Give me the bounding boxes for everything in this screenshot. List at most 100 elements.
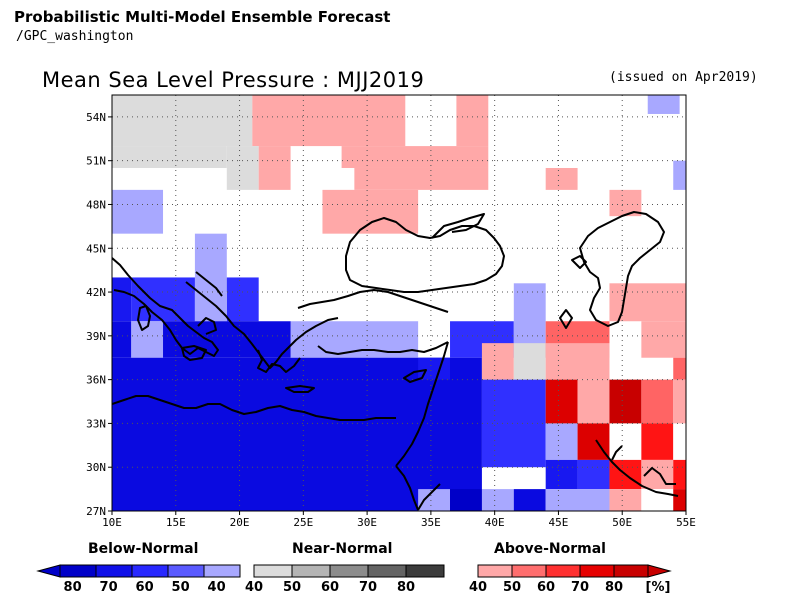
probability-cells [112,95,686,511]
coastline-turkey-south [317,341,449,355]
legend-label: 40 [208,580,226,595]
lat-label: 27N [86,505,106,518]
coastline-crete [285,385,315,393]
legend-label: 60 [537,580,555,595]
coastline-levant [395,341,449,467]
lat-label: 54N [86,111,106,124]
coastline-sicily [181,345,207,361]
legend-swatch [477,564,513,578]
forecast-cell [481,379,546,468]
forecast-cell [341,146,489,168]
legend-label: 70 [571,580,589,595]
legend-colorbar [36,564,672,578]
coastline-italy-balkans [112,257,219,357]
legend-label: 80 [605,580,623,595]
lat-label: 51N [86,155,106,168]
forecast-cell [481,343,514,380]
legend-label: 80 [397,580,415,595]
forecast-cell [112,277,132,322]
lat-label: 39N [86,330,106,343]
legend-swatch [167,564,205,578]
forecast-cell [545,167,578,190]
lon-label: 45E [549,516,569,529]
forecast-cell [545,459,578,490]
forecast-cell [456,95,489,147]
legend-swatch [405,564,445,578]
forecast-cell [609,379,642,424]
forecast-cell [194,292,227,322]
coastline-north-africa [112,395,396,421]
issued-date: (issued on Apr2019) [609,70,758,85]
legend-label: 80 [64,580,82,595]
lon-label: 20E [230,516,250,529]
legend-swatch [203,564,241,578]
forecast-cell [481,489,514,511]
legend-unit: [%] [646,580,671,595]
coastline-gulf-north [611,445,623,461]
forecast-cell [252,95,406,147]
forecast-cell [647,95,680,114]
legend-swatch [545,564,581,578]
legend-label: 60 [321,580,339,595]
forecast-cell [112,146,227,168]
legend-swatch [613,564,649,578]
lon-label: 55E [676,516,696,529]
forecast-cell [226,146,259,168]
map-title: Mean Sea Level Pressure : MJJ2019 [42,68,425,92]
legend-swatch [329,564,369,578]
legend-label: 40 [469,580,487,595]
forecast-cell [673,423,686,460]
legend-label: 70 [359,580,377,595]
forecast-source: /GPC_washington [16,29,134,44]
coastline-aegean-turkey [297,289,449,313]
coastline-persian-gulf [595,439,679,497]
coastline-italy-heel [197,317,217,335]
forecast-cell [112,357,482,511]
legend-label: 50 [172,580,190,595]
forecast-cell [226,167,259,190]
lon-label: 40E [485,516,505,529]
legend-swatch [59,564,97,578]
lon-label: 25E [293,516,313,529]
forecast-cell [354,167,489,190]
forecast-cell [641,321,686,358]
forecast-cell [418,489,451,511]
lat-label: 30N [86,461,106,474]
forecast-cell [131,277,195,322]
forecast-cell [609,283,686,322]
forecast-cell [673,357,686,380]
longitude-labels: 10E 15E 20E 25E 30E 35E 40E 45E 50E 55E [102,516,696,529]
forecast-cell [577,423,610,460]
lon-label: 50E [612,516,632,529]
lat-label: 48N [86,198,106,211]
forecast-cell [545,343,610,380]
coastline-lake-sevan [571,255,587,269]
forecast-cell [194,233,227,293]
legend-swatch [131,564,169,578]
forecast-cell [673,489,686,511]
legend-label: 50 [283,580,301,595]
forecast-title: Probabilistic Multi-Model Ensemble Forec… [14,8,391,26]
legend-swatch [253,564,293,578]
coastline-red-sea [417,483,441,511]
legend-swatch [367,564,407,578]
legend-below-title: Below-Normal [88,541,199,557]
legend-swatch [579,564,615,578]
legend-label: 40 [245,580,263,595]
forecast-cell [112,95,253,147]
latitude-labels: 54N 51N 48N 45N 42N 39N 36N 33N 30N 27N [86,111,106,518]
coastlines [112,211,679,511]
forecast-cell [545,489,610,511]
legend-swatch [95,564,133,578]
lon-label: 30E [357,516,377,529]
forecast-cell [112,321,132,358]
forecast-cell [641,489,674,511]
forecast-cell [673,379,686,424]
coastline-sinai-egypt [395,465,419,511]
legend-arrow-left [36,564,61,578]
forecast-cell [513,489,546,511]
coastline-greece [257,349,301,373]
forecast-cell [577,379,610,424]
lon-label: 35E [421,516,441,529]
legend-near-title: Near-Normal [292,541,393,557]
